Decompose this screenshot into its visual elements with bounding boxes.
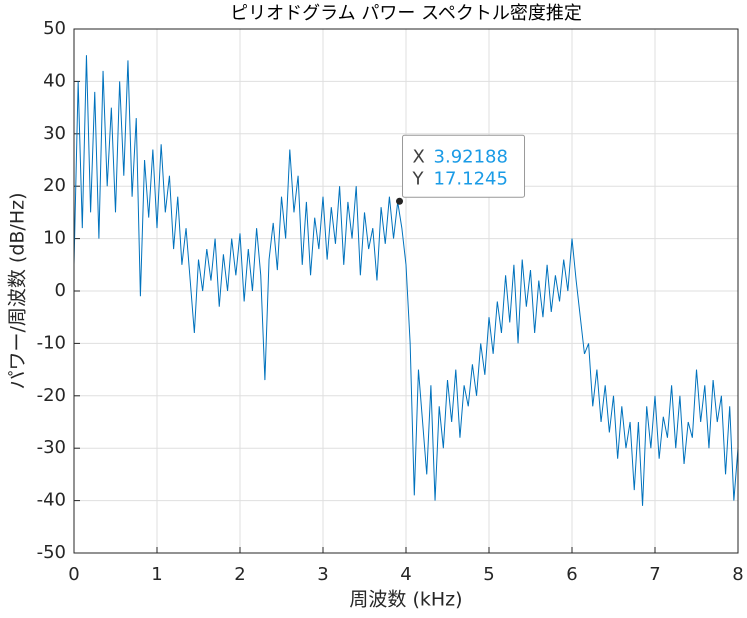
x-tick-label: 5 [483,564,494,585]
y-axis-label: パワー/周波数 (dB/Hz) [7,192,29,389]
y-tick-label: -40 [37,490,66,511]
x-axis-label: 周波数 (kHz) [349,589,462,611]
datatip-marker [396,197,404,205]
y-tick-label: 20 [43,175,66,196]
x-tick-label: 8 [732,564,743,585]
y-tick-label: -10 [37,332,66,353]
x-tick-label: 1 [151,564,162,585]
datatip-box [402,134,526,198]
x-tick-label: 3 [317,564,328,585]
datatip-x-value: 3.92188 [434,146,508,167]
plot-area [73,55,739,506]
y-tick-label: 0 [55,280,66,301]
y-tick-label: 30 [43,123,66,144]
x-tick-label: 4 [400,564,411,585]
x-tick-label: 0 [68,564,79,585]
y-tick-label: -50 [37,542,66,563]
y-tick-label: 50 [43,18,66,39]
y-tick-label: -20 [37,385,66,406]
datatip-y-value: 17.1245 [434,168,508,189]
y-tick-label: -30 [37,437,66,458]
line-series [73,55,739,506]
axes-box [73,28,739,554]
x-tick-label: 7 [649,564,660,585]
chart-title: ピリオドグラム パワー スペクトル密度推定 [230,3,582,24]
x-tick-label: 6 [566,564,577,585]
y-tick-label: 10 [43,228,66,249]
datatip: X 3.92188 Y 17.1245 [396,134,526,205]
datatip-y-label: Y [412,168,425,189]
x-tick-label: 2 [234,564,245,585]
y-tick-label: 40 [43,70,66,91]
datatip-x-label: X [413,146,425,167]
